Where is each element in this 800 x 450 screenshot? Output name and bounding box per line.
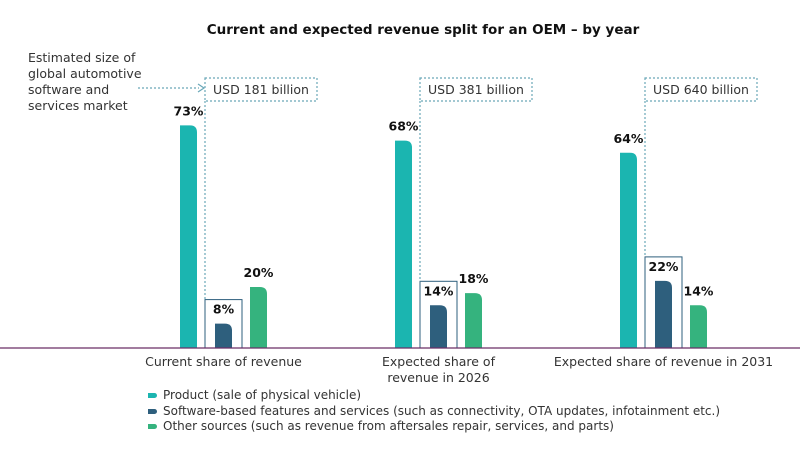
market-size-box	[204, 77, 318, 102]
category-label: revenue in 2026	[387, 370, 489, 385]
annotation-text: global automotive	[28, 66, 142, 81]
annotation-text: software and	[28, 82, 109, 97]
bar	[465, 293, 482, 348]
market-size-box	[644, 77, 758, 102]
legend-label: Product (sale of physical vehicle)	[163, 388, 362, 402]
bar	[690, 305, 707, 348]
value-label: 14%	[424, 283, 454, 298]
category-label: Expected share of	[382, 354, 496, 369]
value-label: 68%	[389, 119, 419, 134]
category-label: Expected share of revenue in 2031	[554, 354, 773, 369]
bar	[620, 152, 637, 348]
annotation-text: services market	[28, 98, 128, 113]
market-size-label: USD 181 billion	[213, 82, 309, 97]
bar	[655, 280, 672, 348]
market-size-boxes: USD 181 billion USD 381 billion USD 640 bi…	[204, 77, 758, 349]
bar	[395, 140, 412, 348]
legend-swatch-other	[148, 424, 157, 430]
legend: Product (sale of physical vehicle) Softw…	[148, 388, 720, 435]
market-size-box	[419, 77, 533, 102]
market-size-label: USD 640 billion	[653, 82, 749, 97]
legend-swatch-software	[148, 408, 157, 414]
bars	[180, 125, 707, 348]
category-labels: Current share of revenue Expected share o…	[145, 354, 773, 385]
arrow-head-icon	[197, 83, 206, 93]
chart-title: Current and expected revenue split for a…	[207, 22, 640, 38]
bar	[250, 287, 267, 348]
legend-label: Other sources (such as revenue from afte…	[163, 419, 614, 433]
bar	[180, 125, 197, 348]
value-labels: 73% 8% 20% 68% 14% 18% 64% 22% 14%	[174, 103, 714, 316]
legend-item: Other sources (such as revenue from afte…	[148, 419, 720, 435]
value-label: 22%	[649, 259, 679, 274]
market-size-label: USD 381 billion	[428, 82, 524, 97]
legend-label: Software-based features and services (su…	[163, 403, 721, 418]
bar	[215, 323, 232, 348]
category-label: Current share of revenue	[145, 354, 302, 369]
annotation-text: Estimated size of	[28, 50, 136, 65]
value-label: 14%	[684, 283, 714, 298]
value-label: 20%	[244, 265, 274, 280]
legend-item: Product (sale of physical vehicle)	[148, 388, 720, 404]
legend-item: Software-based features and services (su…	[148, 404, 720, 420]
value-label: 64%	[614, 131, 644, 146]
value-label: 18%	[459, 271, 489, 286]
legend-swatch-product	[148, 393, 157, 399]
value-label: 8%	[213, 302, 235, 317]
value-label: 73%	[174, 103, 204, 118]
bar	[430, 305, 447, 348]
